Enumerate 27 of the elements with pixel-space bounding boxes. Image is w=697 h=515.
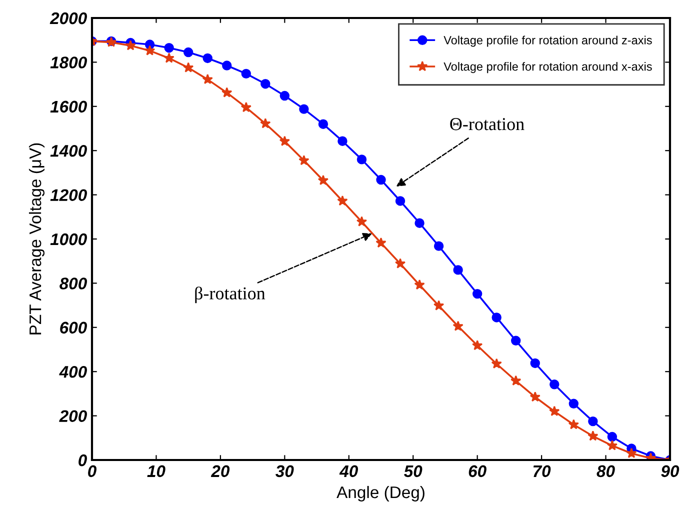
- annotation: β-rotation: [195, 286, 266, 304]
- y-tick-label: 1800: [50, 56, 87, 68]
- x-tick-label: 70: [533, 465, 551, 478]
- y-tick-label: 1000: [50, 233, 87, 246]
- y-tick-label: 600: [60, 322, 87, 334]
- x-tick-label: 0: [88, 465, 96, 478]
- legend-label: Voltage profile for rotation around z-axis: [444, 36, 652, 47]
- y-tick-label: 800: [60, 278, 87, 290]
- y-tick-label: 400: [59, 366, 87, 378]
- y-axis-title: PZT Average Voltage (μV): [28, 143, 45, 334]
- x-tick-label: 60: [468, 465, 486, 478]
- x-tick-label: 50: [404, 465, 422, 478]
- y-tick-label: 1400: [50, 145, 87, 157]
- x-tick-label: 20: [210, 465, 230, 478]
- x-axis-title: Angle (Deg): [336, 486, 424, 502]
- legend-label: Voltage profile for rotation around x-axis: [444, 62, 652, 74]
- annotation: Θ-rotation: [450, 118, 524, 130]
- x-tick-label: 40: [339, 465, 358, 478]
- y-tick-label: 1200: [50, 189, 87, 202]
- y-tick-label: 0: [78, 454, 87, 466]
- x-tick-label: 30: [276, 465, 294, 478]
- y-tick-label: 200: [59, 410, 87, 422]
- y-tick-label: 1600: [50, 100, 87, 113]
- y-tick-label: 2000: [50, 12, 87, 24]
- x-tick-label: 90: [661, 465, 680, 478]
- x-tick-label: 10: [147, 465, 166, 478]
- x-tick-label: 80: [596, 465, 615, 478]
